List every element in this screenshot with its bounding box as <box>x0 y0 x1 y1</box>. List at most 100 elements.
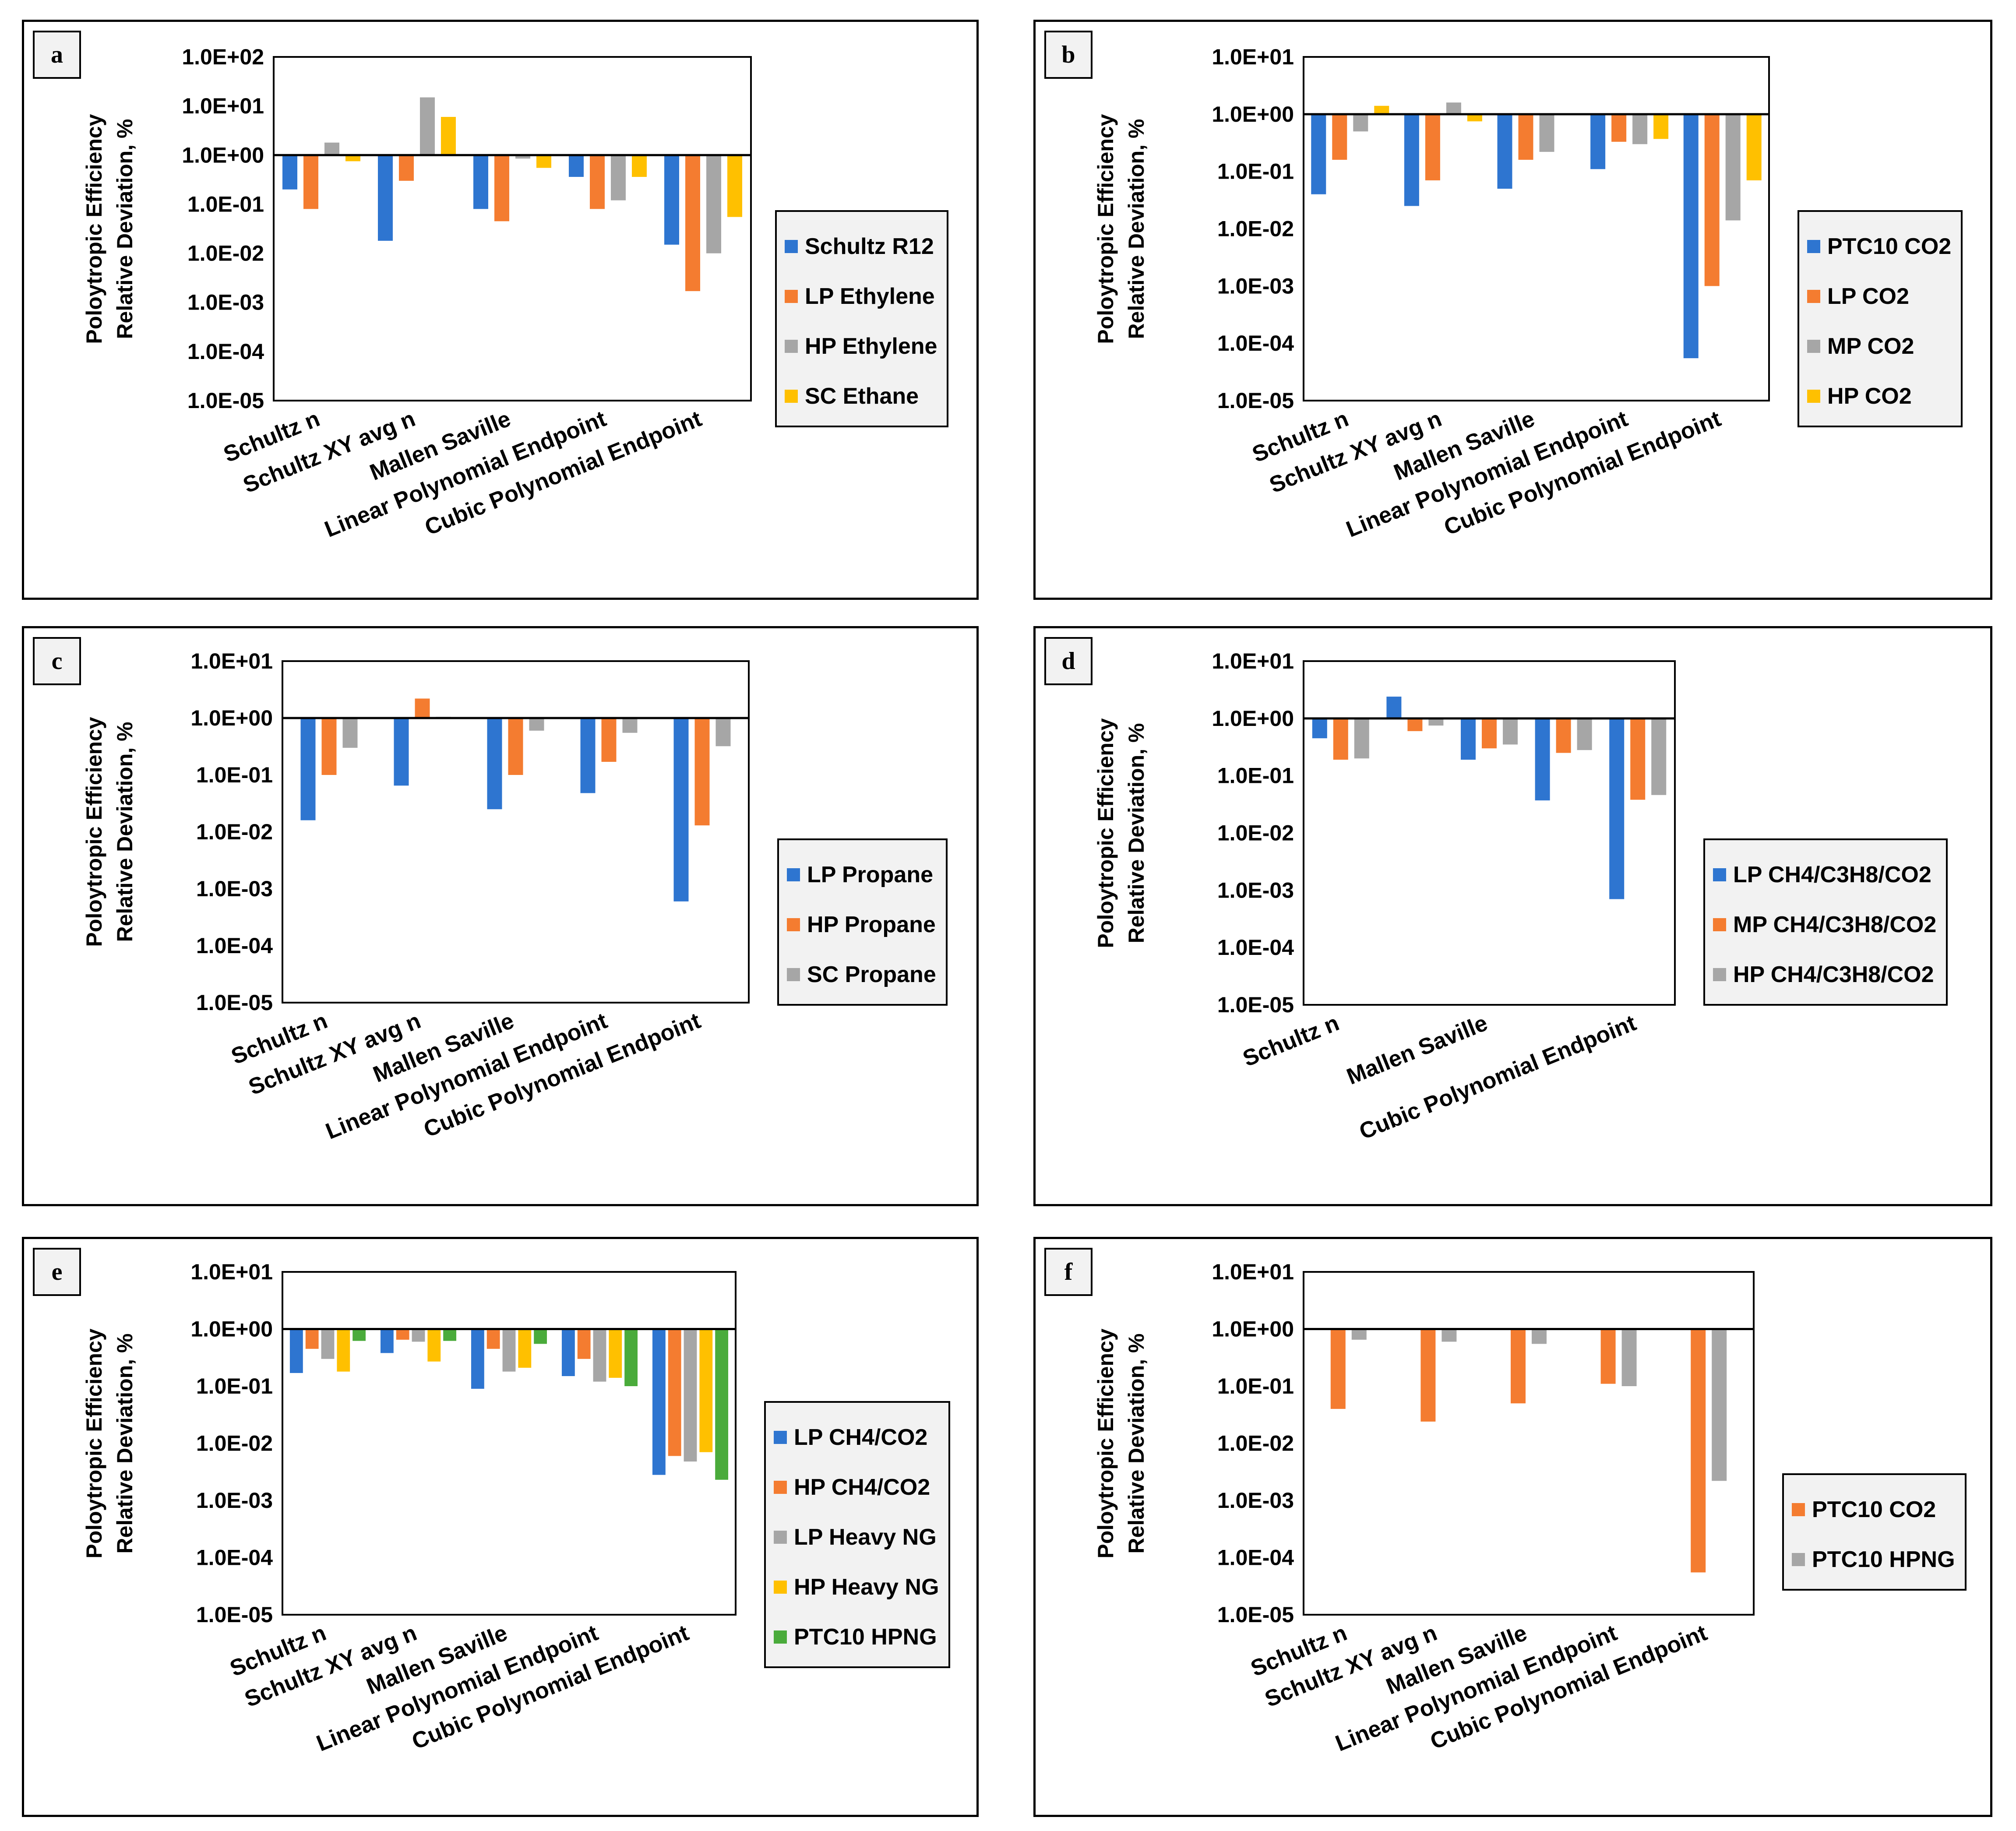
bar <box>536 155 551 168</box>
bar <box>352 1329 366 1341</box>
bar <box>1518 114 1533 160</box>
chart-panel-a: a Poloytropic Efficiency Relative Deviat… <box>22 20 979 600</box>
bar <box>1425 114 1440 180</box>
legend-swatch <box>1807 340 1820 353</box>
legend-swatch <box>774 1481 787 1494</box>
bar <box>1503 718 1518 745</box>
legend-label: PTC10 HPNG <box>1812 1547 1955 1572</box>
bar <box>321 1329 335 1359</box>
bar <box>415 698 430 718</box>
bar <box>305 1329 319 1349</box>
bar <box>1556 718 1571 753</box>
bar <box>593 1329 606 1382</box>
plot-area <box>273 56 752 401</box>
bar <box>1511 1329 1526 1404</box>
legend-item: HP Heavy NG <box>774 1562 939 1612</box>
legend-item: SC Ethane <box>785 371 937 421</box>
bar <box>1651 718 1667 795</box>
bar <box>1404 114 1419 206</box>
bar <box>1353 114 1368 132</box>
bar <box>1600 1329 1616 1384</box>
bar <box>1332 114 1347 160</box>
y-tick-label: 1.0E-02 <box>1217 821 1294 845</box>
y-tick-label: 1.0E-05 <box>187 388 264 413</box>
bar <box>727 155 742 217</box>
legend-item: MP CO2 <box>1807 321 1951 371</box>
y-tick-label: 1.0E-05 <box>1217 1602 1294 1627</box>
y-tick-label: 1.0E-03 <box>196 877 273 901</box>
bar <box>427 1329 441 1362</box>
plot-area <box>1303 56 1770 401</box>
legend-item: LP CO2 <box>1807 271 1951 321</box>
legend-label: LP CO2 <box>1827 284 1909 309</box>
y-tick-label: 1.0E+00 <box>1212 102 1294 127</box>
bar <box>1691 1329 1706 1573</box>
bar <box>561 1329 575 1377</box>
bar <box>487 718 502 810</box>
bar <box>1312 718 1327 739</box>
legend-item: HP CH4/C3H8/CO2 <box>1713 950 1936 1000</box>
legend-swatch <box>1792 1553 1805 1566</box>
legend-item: LP Ethylene <box>785 271 937 321</box>
legend-item: HP Propane <box>787 900 936 950</box>
y-tick-label: 1.0E+00 <box>182 143 264 167</box>
legend: LP Propane HP Propane SC Propane <box>777 838 948 1006</box>
legend-label: HP Heavy NG <box>794 1574 939 1600</box>
legend-label: LP CH4/C3H8/CO2 <box>1733 862 1931 887</box>
y-tick-label: 1.0E-04 <box>1217 935 1294 960</box>
y-tick-label: 1.0E+00 <box>190 706 273 730</box>
legend-label: HP Propane <box>807 912 936 937</box>
legend-swatch <box>774 1581 787 1594</box>
chart-canvas: 1.0E+01 1.0E+00 1.0E-01 1.0E-02 1.0E-03 1.0E-… <box>190 649 750 1144</box>
legend-item: LP Heavy NG <box>774 1512 939 1562</box>
y-tick-label: 1.0E-01 <box>196 1374 273 1398</box>
legend-item: HP Ethylene <box>785 321 937 371</box>
bar <box>569 155 584 177</box>
y-tick-label: 1.0E-04 <box>196 1546 273 1570</box>
panel-label: e <box>33 1248 81 1296</box>
bar <box>1420 1329 1436 1422</box>
bar <box>380 1329 394 1353</box>
chart-panel-e: e Poloytropic Efficiency Relative Deviat… <box>22 1237 979 1817</box>
bar <box>609 1329 622 1378</box>
bar <box>1497 114 1512 189</box>
bar <box>1407 718 1423 731</box>
bar <box>1467 114 1482 122</box>
bar <box>1577 718 1592 750</box>
y-tick-label: 1.0E+01 <box>190 649 273 673</box>
chart-panel-d: d Poloytropic Efficiency Relative Deviat… <box>1033 626 1992 1206</box>
y-tick-label: 1.0E-05 <box>196 990 273 1015</box>
bar <box>502 1329 516 1372</box>
bar <box>486 1329 500 1349</box>
panel-label: b <box>1044 31 1093 79</box>
legend-swatch <box>774 1531 787 1544</box>
bar <box>473 155 488 209</box>
bar <box>494 155 509 222</box>
bar <box>378 155 393 241</box>
y-tick-label: 1.0E-03 <box>196 1488 273 1513</box>
legend-swatch <box>785 290 798 303</box>
y-tick-label: 1.0E+00 <box>1212 706 1294 731</box>
legend-label: HP CH4/C3H8/CO2 <box>1733 962 1934 987</box>
bar <box>394 718 409 786</box>
bar <box>303 155 318 209</box>
bar <box>1442 1329 1457 1342</box>
bar <box>342 718 358 748</box>
bar <box>1374 106 1389 114</box>
legend-label: Schultz R12 <box>805 234 934 259</box>
plot-area <box>1303 1271 1755 1616</box>
legend-label: PTC10 HPNG <box>794 1624 937 1650</box>
y-tick-label: 1.0E-05 <box>1217 388 1294 413</box>
bar <box>664 155 679 245</box>
legend-swatch <box>1792 1503 1805 1516</box>
bar <box>1535 718 1550 801</box>
legend-label: SC Propane <box>807 962 936 987</box>
legend-item: LP Propane <box>787 850 936 900</box>
y-tick-label: 1.0E-01 <box>1217 1374 1294 1398</box>
legend: Schultz R12 LP Ethylene HP Ethylene SC Etha… <box>775 210 949 427</box>
bar <box>324 142 339 155</box>
y-tick-label: 1.0E-03 <box>1217 274 1294 298</box>
bar <box>1725 114 1741 221</box>
bar <box>699 1329 713 1452</box>
y-tick-label: 1.0E-01 <box>1217 764 1294 788</box>
